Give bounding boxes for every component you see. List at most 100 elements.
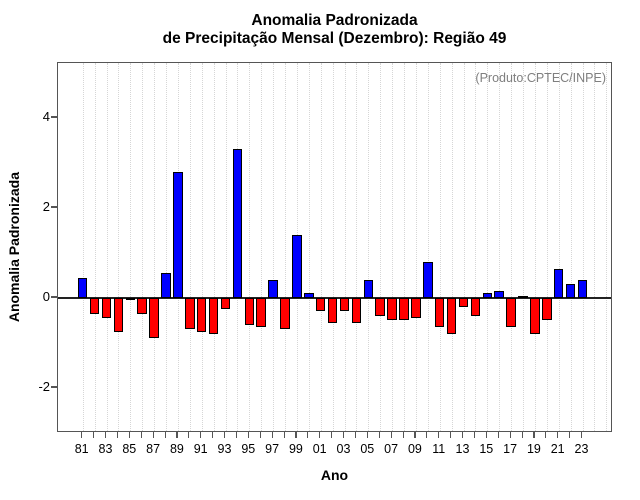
gridline — [415, 63, 417, 431]
bar-89 — [173, 171, 183, 298]
bar-22 — [565, 284, 576, 298]
x-tick — [462, 432, 464, 438]
gridline — [534, 63, 536, 431]
gridline — [356, 63, 358, 431]
gridline — [404, 63, 405, 431]
x-tick — [93, 432, 95, 438]
x-tick — [283, 432, 285, 438]
gridline — [606, 63, 608, 431]
gridline — [451, 63, 453, 431]
plot-area: (Produto:CPTEC/INPE) — [57, 62, 612, 432]
gridline — [570, 63, 572, 431]
x-tick-label: 01 — [312, 442, 327, 456]
bar-15 — [482, 293, 493, 298]
gridline — [118, 63, 120, 431]
y-tick-label: -2 — [38, 378, 50, 394]
bar-93 — [220, 297, 231, 310]
gridline — [511, 63, 513, 431]
y-tick — [51, 386, 57, 388]
x-tick — [319, 432, 321, 438]
bar-02 — [327, 297, 338, 323]
bar-98 — [280, 297, 290, 330]
chart-title-line2: de Precipitação Mensal (Dezembro): Regiã… — [162, 30, 507, 47]
gridline — [427, 63, 429, 431]
gridline — [189, 63, 191, 431]
gridline — [344, 63, 346, 431]
gridline — [546, 63, 548, 431]
gridline — [285, 63, 286, 431]
gridline — [308, 63, 310, 431]
x-tick — [402, 432, 404, 438]
gridline — [213, 63, 215, 431]
bar-11 — [434, 297, 445, 328]
x-tick — [116, 432, 119, 438]
x-tick — [521, 432, 523, 438]
bar-19 — [530, 297, 540, 334]
bar-21 — [553, 268, 564, 298]
x-tick — [295, 432, 297, 438]
x-tick — [545, 432, 547, 438]
x-tick-label: 03 — [336, 442, 351, 456]
x-tick — [581, 432, 583, 438]
bar-17 — [506, 297, 516, 328]
x-tick-label: 95 — [241, 442, 256, 456]
x-tick — [188, 432, 190, 438]
bar-97 — [268, 279, 278, 298]
gridline — [225, 63, 227, 431]
gridline — [82, 63, 84, 431]
bar-88 — [161, 273, 171, 298]
x-tick — [176, 432, 178, 438]
bar-90 — [185, 297, 195, 330]
bar-91 — [196, 297, 207, 332]
bar-12 — [446, 297, 457, 334]
x-tick-label: 89 — [169, 442, 184, 456]
x-axis-title: Ano — [320, 467, 349, 483]
y-tick — [51, 206, 57, 208]
bar-23 — [577, 279, 588, 298]
gridline — [130, 63, 132, 431]
x-tick — [378, 432, 380, 438]
bar-96 — [256, 297, 266, 328]
x-tick-label: 81 — [74, 442, 89, 456]
x-tick — [354, 432, 357, 438]
x-tick-label: 07 — [384, 442, 399, 456]
x-tick — [426, 432, 428, 438]
bar-99 — [292, 234, 302, 298]
bar-83 — [101, 297, 112, 319]
y-tick-label: 2 — [42, 198, 50, 214]
gridline — [368, 63, 370, 431]
x-tick — [438, 432, 440, 438]
bar-05 — [363, 279, 374, 298]
gridline — [249, 63, 251, 431]
x-tick — [235, 432, 238, 438]
x-tick — [105, 432, 107, 438]
x-tick — [533, 432, 535, 438]
x-tick-label: 11 — [432, 442, 446, 456]
gridline — [487, 63, 489, 431]
x-tick — [212, 432, 214, 438]
gridline — [499, 63, 501, 431]
x-tick — [128, 432, 130, 438]
bar-01 — [315, 297, 326, 312]
x-tick-label: 99 — [288, 442, 303, 456]
bar-03 — [339, 297, 350, 312]
x-tick — [390, 432, 392, 438]
x-tick-label: 19 — [526, 442, 541, 456]
x-tick — [247, 432, 249, 438]
x-tick — [140, 432, 142, 438]
bar-10 — [423, 261, 433, 298]
gridline — [201, 63, 203, 431]
x-tick — [81, 432, 83, 438]
bar-07 — [387, 297, 397, 321]
source-annotation: (Produto:CPTEC/INPE) — [475, 71, 606, 85]
chart-title: Anomalia Padronizada de Precipitação Men… — [57, 12, 612, 48]
x-tick-label: 85 — [122, 442, 137, 456]
x-tick — [271, 432, 273, 438]
gridline — [463, 63, 465, 431]
x-tick — [152, 432, 154, 438]
gridline — [261, 63, 263, 431]
y-tick — [51, 296, 57, 298]
bar-87 — [149, 297, 159, 339]
x-tick — [485, 432, 487, 438]
